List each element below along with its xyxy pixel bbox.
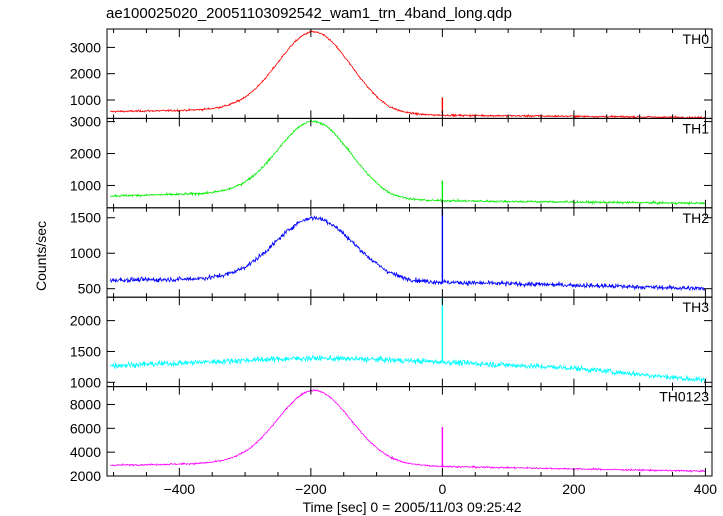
x-axis-label: Time [sec] 0 = 2005/11/03 09:25:42 <box>302 499 521 515</box>
y-tick-label-th3: 1000 <box>70 374 101 390</box>
y-tick-label-th2: 1000 <box>70 245 101 261</box>
x-tick-label: 400 <box>694 481 718 497</box>
y-tick-label-th0123: 6000 <box>70 420 101 436</box>
panel-label-th2: TH2 <box>683 210 710 226</box>
series-line-th0 <box>110 30 706 120</box>
y-tick-label-th2: 1500 <box>70 210 101 226</box>
y-axis-label: Counts/sec <box>33 221 49 291</box>
x-tick-label: 200 <box>562 481 586 497</box>
panel-frame-th2 <box>106 207 713 298</box>
panel-label-th3: TH3 <box>683 299 710 315</box>
panel-label-th0123: TH0123 <box>659 389 709 405</box>
y-tick-label-th1: 3000 <box>70 114 101 130</box>
y-tick-label-th0: 1000 <box>70 92 101 108</box>
y-tick-label-th0: 2000 <box>70 66 101 82</box>
chart-title: ae100025020_20051103092542_wam1_trn_4ban… <box>106 5 512 22</box>
y-tick-label-th0: 3000 <box>70 39 101 55</box>
series-line-th2 <box>109 215 706 292</box>
y-tick-label-th0123: 8000 <box>70 396 101 412</box>
x-tick-label: −200 <box>295 481 327 497</box>
y-tick-label-th3: 1500 <box>70 343 101 359</box>
panels-group: TH0100020003000TH1100020003000TH25001000… <box>70 28 718 497</box>
panel-label-th0: TH0 <box>683 31 710 47</box>
y-tick-label-th1: 2000 <box>70 146 101 162</box>
y-tick-label-th0123: 4000 <box>70 444 101 460</box>
panel-frame-th0 <box>106 28 713 119</box>
x-tick-label: −400 <box>164 481 196 497</box>
panel-frame-th0123 <box>106 386 713 477</box>
series-line-th0123 <box>110 389 706 473</box>
series-line-th3 <box>109 354 706 383</box>
y-tick-label-th0123: 2000 <box>70 468 101 484</box>
panel-frame-th1 <box>106 117 713 209</box>
y-tick-label-th2: 500 <box>78 281 102 297</box>
series-line-th1 <box>110 119 706 206</box>
panel-label-th1: TH1 <box>683 120 710 136</box>
y-tick-label-th3: 2000 <box>70 313 101 329</box>
y-tick-label-th1: 1000 <box>70 177 101 193</box>
x-tick-label: 0 <box>438 481 446 497</box>
